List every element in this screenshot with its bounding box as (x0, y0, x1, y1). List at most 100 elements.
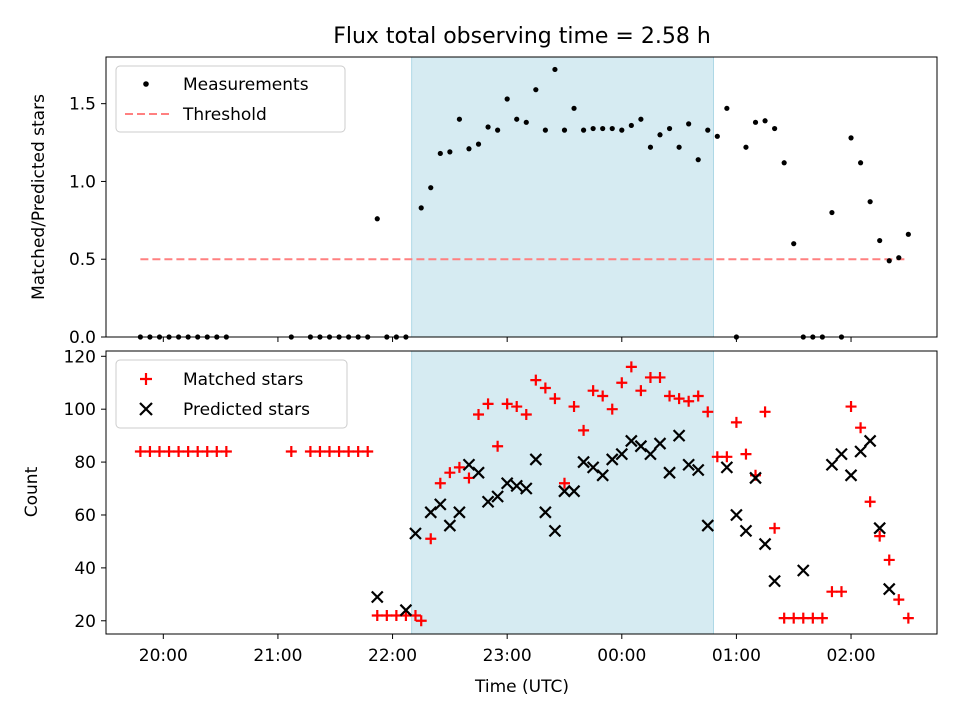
x-tick-label: 00:00 (597, 646, 646, 666)
predicted-star-point (453, 506, 466, 519)
measurement-point (504, 96, 510, 102)
matched-star-point (173, 446, 185, 458)
matched-star-point (220, 446, 232, 458)
matched-star-point (352, 446, 364, 458)
predicted-star-point (873, 521, 886, 535)
matched-star-point (664, 390, 676, 402)
predicted-star-point (577, 455, 590, 469)
top-plot-frame (105, 56, 938, 338)
measurement-point (542, 127, 548, 133)
predicted-star-point (720, 461, 734, 474)
top-y-tick-label: 1.0 (69, 172, 96, 192)
matched-star-point (144, 446, 156, 458)
matched-star-point (444, 467, 456, 479)
measurement-point (705, 127, 711, 133)
measurement-point (600, 125, 606, 132)
predicted-star-point (863, 434, 877, 448)
x-tick-label: 21:00 (253, 646, 302, 666)
matched-star-point (769, 522, 781, 534)
x-axis-label: Time (UTC) (474, 677, 569, 697)
legend-x-icon (139, 402, 153, 416)
predicted-star-point (510, 479, 524, 493)
matched-star-point (453, 461, 465, 473)
bottom-y-tick-label: 60 (74, 506, 96, 526)
matched-star-point (343, 446, 355, 458)
matched-star-point (759, 406, 771, 418)
predicted-star-point (825, 458, 839, 472)
measurement-point (514, 116, 520, 122)
matched-star-point (482, 398, 494, 410)
matched-star-point (616, 377, 628, 389)
measurement-point (848, 135, 854, 141)
measurement-point (418, 205, 424, 211)
bottom-y-axis-label: Count (22, 466, 42, 517)
predicted-star-point (519, 482, 533, 495)
predicted-star-point (596, 469, 609, 482)
top-y-tick-label: 0.5 (69, 250, 96, 270)
measurement-point (714, 133, 720, 139)
measurement-point (867, 199, 873, 205)
measurement-point (580, 127, 587, 133)
matched-star-point (673, 393, 685, 405)
bottom-panel: 20 40 60 80 100 120 20:00 21:00 22:00 23:00 00:00 0… (22, 347, 938, 697)
legend-measurements-label: Measurements (183, 75, 309, 95)
top-shaded-span (411, 56, 714, 338)
measurement-point (619, 127, 625, 133)
matched-star-point (425, 533, 437, 545)
matched-star-point (778, 612, 790, 624)
measurement-point (456, 116, 463, 122)
legend-plus-icon (140, 373, 152, 385)
predicted-star-point (882, 582, 896, 596)
matched-star-point (874, 530, 886, 542)
matched-star-point (434, 477, 446, 489)
predicted-star-point (625, 434, 638, 448)
measurement-point (743, 144, 749, 150)
measurement-point (552, 66, 558, 73)
measurement-point (724, 105, 730, 111)
matched-star-point (324, 446, 336, 458)
measurement-point (437, 150, 443, 157)
predicted-star-point (462, 458, 476, 472)
measurement-point (857, 160, 864, 166)
matched-star-point (314, 446, 326, 458)
x-tick-label: 01:00 (712, 646, 761, 666)
measurement-point (886, 258, 892, 264)
predicted-star-point (796, 564, 810, 577)
matched-star-point (902, 612, 914, 624)
predicted-star-point (749, 471, 762, 485)
matched-star-point (153, 446, 165, 458)
matched-star-point (788, 612, 800, 624)
matched-star-point (835, 586, 847, 598)
predicted-star-point (663, 466, 676, 479)
measurement-point (657, 132, 663, 138)
matched-star-point (558, 477, 570, 489)
predicted-star-point (567, 484, 581, 498)
matched-star-point (845, 401, 857, 413)
bottom-y-tick-label: 40 (74, 559, 96, 579)
predicted-star-point (768, 574, 781, 588)
top-panel: 0.0 0.5 1.0 1.5 Matched/Predicted stars Mea… (29, 56, 938, 348)
bottom-y-tick-label: 20 (74, 612, 96, 632)
matched-star-point (201, 446, 213, 458)
matched-star-point (182, 446, 194, 458)
matched-star-point (721, 451, 733, 463)
measurement-point (752, 119, 759, 125)
predicted-star-point (539, 506, 552, 519)
predicted-star-point (701, 519, 715, 532)
matched-star-point (855, 422, 867, 434)
matched-star-point (400, 609, 412, 621)
measurement-point (447, 149, 453, 155)
measurement-point (628, 122, 634, 129)
matched-star-point (501, 398, 513, 410)
matched-star-point (740, 448, 752, 460)
matched-star-point (578, 424, 590, 436)
x-tick-label: 22:00 (368, 646, 417, 666)
predicted-star-point (691, 463, 705, 477)
predicted-star-point (500, 476, 514, 490)
top-legend: Measurements Threshold (115, 65, 346, 133)
measurement-point (609, 125, 615, 132)
matched-star-point (333, 446, 345, 458)
predicted-star-point (644, 447, 657, 461)
matched-star-point (362, 446, 374, 458)
